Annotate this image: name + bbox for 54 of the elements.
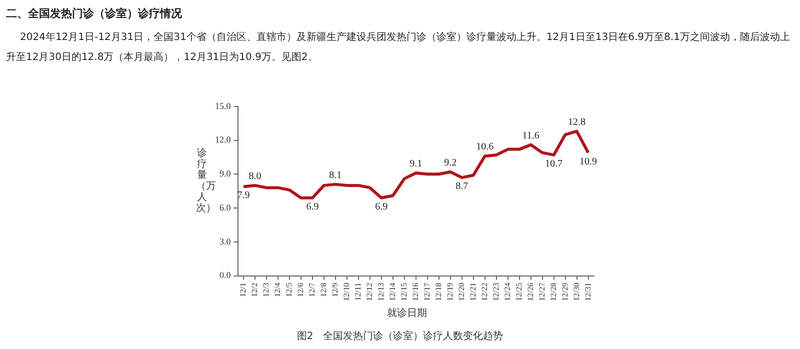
- x-axis-title: 就诊日期: [386, 306, 428, 320]
- x-tick-label: 12/1: [238, 282, 248, 298]
- x-tick-label: 12/29: [560, 282, 570, 302]
- x-tick-label: 12/4: [273, 282, 282, 298]
- x-tick-label: 12/28: [548, 282, 558, 302]
- x-tick-label: 12/30: [572, 282, 581, 302]
- data-label: 8.0: [248, 171, 262, 182]
- x-tick-label: 12/24: [502, 282, 512, 302]
- x-tick-label: 12/27: [537, 282, 546, 302]
- x-tick-label: 12/22: [480, 282, 489, 302]
- caption: 图2 全国发热门诊（诊室）诊疗人数变化趋势: [296, 330, 504, 343]
- x-tick-label: 12/14: [388, 282, 397, 302]
- y-tick-label: 9.0: [220, 168, 232, 179]
- data-label: 6.9: [375, 201, 388, 212]
- x-tick-label: 12/21: [468, 282, 478, 302]
- y-tick-label: 15.0: [215, 100, 232, 111]
- x-tick-label: 12/9: [330, 282, 340, 298]
- y-tick-label: 6.0: [220, 202, 232, 212]
- data-label: 9.2: [444, 158, 457, 169]
- x-tick-label: 12/5: [284, 282, 294, 298]
- x-tick-label: 12/10: [342, 282, 352, 302]
- x-tick-label: 12/16: [410, 282, 420, 302]
- x-tick-label: 12/25: [514, 282, 524, 302]
- x-tick-label: 12/19: [445, 282, 454, 302]
- x-tick-label: 12/13: [376, 282, 386, 302]
- x-tick-label: 12/3: [262, 282, 271, 298]
- y-tick-label: 3.0: [220, 236, 232, 246]
- data-label: 12.8: [568, 116, 586, 128]
- x-tick-label: 12/8: [319, 282, 328, 298]
- data-label: 11.6: [522, 130, 540, 142]
- y-tick-label: 12.0: [215, 134, 232, 145]
- data-label: 8.1: [329, 170, 342, 181]
- data-label: 10.9: [580, 156, 598, 168]
- data-label: 10.7: [545, 158, 563, 170]
- x-tick-label: 12/7: [308, 282, 317, 298]
- text: 二、全国发热门诊（诊室）诊疗情况: [6, 6, 182, 21]
- x-tick-label: 12/2: [250, 282, 260, 298]
- y-tick-label: 0.0: [220, 270, 232, 280]
- x-tick-label: 12/12: [365, 282, 374, 302]
- x-tick-label: 12/11: [354, 282, 363, 301]
- x-tick-label: 12/20: [456, 282, 466, 302]
- x-tick-label: 12/26: [526, 282, 535, 302]
- data-label: 9.1: [410, 158, 422, 170]
- y-axis-title: 诊疗量（万人次）: [196, 148, 216, 214]
- data-label: 8.7: [456, 181, 468, 192]
- x-tick-label: 12/6: [296, 282, 306, 298]
- data-label: 10.6: [476, 142, 494, 153]
- x-tick-label: 12/17: [422, 282, 432, 302]
- x-tick-label: 12/23: [491, 282, 500, 302]
- x-tick-label: 12/31: [583, 282, 592, 302]
- chart-subtitle: 2024年12月1日-12月31日，全国31个省（自治区、直辖市）及新疆生产建设兵团发热门诊（诊室）诊疗量波动上升。12月1日至13日在6.9万至8.1万之间波动，随后波动上升至12月30日的12.8万（本月最高），12月31日为10.9万。见图2。: [6, 30, 791, 65]
- x-tick-label: 12/15: [399, 282, 408, 302]
- x-tick-label: 12/18: [434, 282, 443, 302]
- data-label: 6.9: [306, 201, 319, 212]
